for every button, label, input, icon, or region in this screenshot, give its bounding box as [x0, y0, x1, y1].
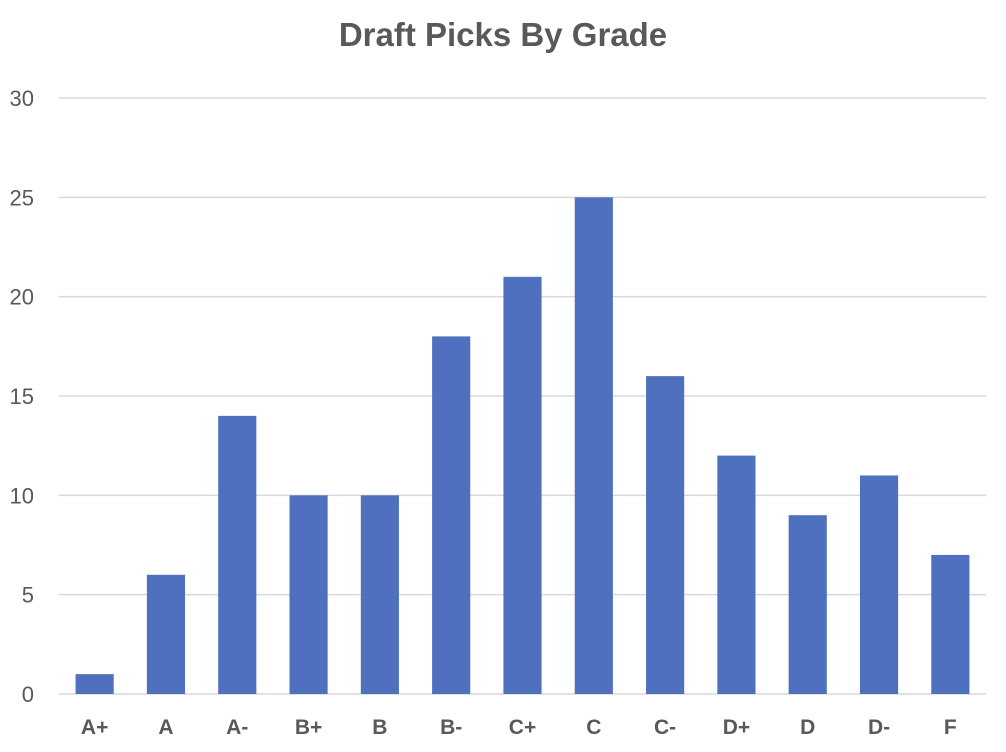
x-tick-label: A+	[81, 716, 108, 739]
y-tick-label: 30	[10, 86, 34, 111]
bar-C-	[646, 376, 685, 694]
x-tick-label: C	[586, 716, 601, 739]
x-tick-label: B-	[440, 716, 462, 739]
bar-C	[574, 197, 613, 695]
x-tick-label: D+	[723, 716, 750, 739]
bar-C+	[503, 276, 542, 694]
bar-D-	[859, 475, 899, 694]
y-tick-label: 15	[10, 384, 34, 409]
x-tick-label: B+	[295, 716, 322, 739]
x-tick-label: A	[158, 716, 173, 739]
x-tick-label: C+	[509, 716, 536, 739]
chart-title: Draft Picks By Grade	[338, 16, 668, 53]
bar-B+	[289, 495, 328, 694]
y-tick-label: 25	[10, 185, 34, 210]
x-tick-label: D-	[868, 716, 890, 739]
x-tick-label: D	[800, 716, 815, 739]
bar-A	[146, 574, 186, 694]
bar-B-	[432, 336, 471, 694]
bar-B	[360, 495, 399, 694]
bar-D	[788, 515, 827, 694]
y-tick-label: 5	[22, 583, 34, 608]
x-tick-label: B	[372, 716, 387, 739]
x-tick-label: F	[944, 716, 957, 739]
y-tick-label: 0	[22, 682, 34, 707]
x-tick-label: C-	[654, 716, 676, 739]
bar-F	[931, 554, 970, 694]
y-tick-label: 20	[10, 285, 34, 310]
bar-D+	[717, 455, 756, 694]
bar-A+	[75, 674, 114, 694]
x-tick-label: A-	[226, 716, 248, 739]
bar-A-	[218, 415, 257, 694]
y-tick-label: 10	[10, 483, 34, 508]
